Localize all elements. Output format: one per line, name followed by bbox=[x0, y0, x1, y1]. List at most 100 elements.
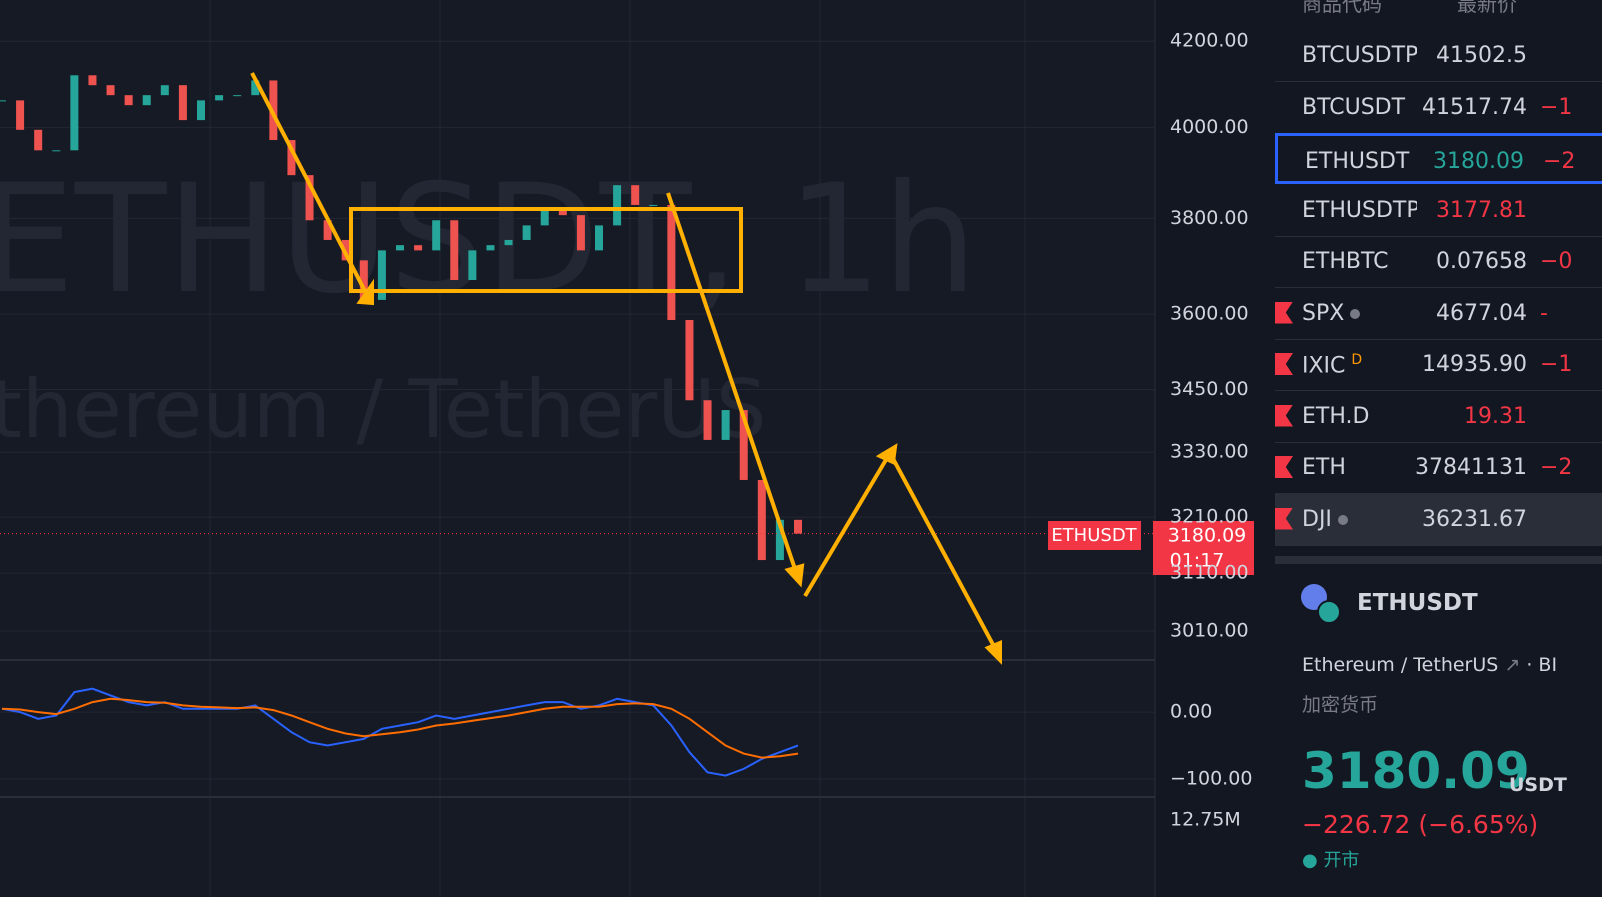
last-price: 3180.09 bbox=[1433, 149, 1524, 174]
candle bbox=[88, 75, 97, 86]
candle bbox=[377, 250, 386, 300]
last-price: 41517.74 bbox=[1422, 94, 1527, 120]
watchlist-row[interactable]: ETHBTC 0.07658 −0 bbox=[1275, 236, 1602, 288]
symbol: BTCUSDT bbox=[1302, 94, 1406, 120]
y-tick-label: 3450.00 bbox=[1170, 378, 1249, 400]
y-tick-label: 4000.00 bbox=[1170, 116, 1249, 138]
symbol: BTCUSDTPI bbox=[1302, 43, 1417, 68]
annotations bbox=[250, 72, 1002, 665]
chart: ETHUSDT, 1h Ethereum / TetherUS 12.75M E… bbox=[0, 0, 1254, 897]
candle bbox=[595, 225, 603, 251]
y-tick-label: 3210.00 bbox=[1170, 506, 1249, 528]
candle bbox=[613, 185, 622, 226]
status-text: 开市 bbox=[1323, 850, 1360, 871]
watchlist-row[interactable]: DJI 36231.67 bbox=[1275, 493, 1602, 546]
watchlist-row[interactable]: ETHUSDT 3180.09 −2 bbox=[1275, 133, 1602, 184]
candle bbox=[16, 100, 25, 130]
detail-description: Ethereum / TetherUS ↗ · BI bbox=[1302, 654, 1558, 676]
change: −2 bbox=[1543, 149, 1576, 174]
symbol-label: ETHUSDT bbox=[1051, 525, 1137, 546]
watchlist-row[interactable]: BTCUSDT 41517.74 −1 bbox=[1275, 82, 1602, 134]
candle bbox=[359, 260, 368, 300]
symbol: ETH.D bbox=[1302, 403, 1370, 429]
watchlist-row[interactable]: BTCUSDTPI 41502.5 bbox=[1275, 30, 1602, 82]
last-price: 37841131 bbox=[1415, 455, 1527, 480]
candle bbox=[649, 204, 658, 206]
watchlist-row[interactable]: IXIC D 14935.90 −1 bbox=[1275, 339, 1602, 391]
last-price: 19.31 bbox=[1464, 403, 1527, 429]
header-symbol: 商品代码 bbox=[1302, 0, 1382, 16]
symbol: DJI bbox=[1302, 507, 1417, 532]
candle bbox=[178, 85, 187, 121]
status: ● 开市 bbox=[1302, 850, 1360, 871]
detail-symbol: ETHUSDT bbox=[1357, 590, 1478, 616]
symbol: ETH bbox=[1302, 455, 1346, 480]
y-tick-label: 3010.00 bbox=[1170, 619, 1249, 641]
candle bbox=[685, 320, 694, 401]
exchange-icon bbox=[1317, 600, 1341, 624]
price-tag bbox=[1153, 521, 1254, 575]
candle bbox=[522, 225, 531, 240]
candle bbox=[468, 250, 477, 281]
candle bbox=[414, 245, 423, 251]
watchlist-row[interactable]: ETHUSDTP 3177.81 bbox=[1275, 185, 1602, 237]
candle bbox=[287, 140, 296, 176]
y-tick-label: 3600.00 bbox=[1170, 303, 1249, 325]
y-tick-label: 3110.00 bbox=[1170, 562, 1249, 584]
watermark-subtitle: Ethereum / TetherUS bbox=[0, 363, 767, 456]
last-price: 41502.5 bbox=[1436, 43, 1527, 68]
candle bbox=[124, 95, 133, 106]
change: - bbox=[1540, 300, 1548, 326]
macd-line bbox=[1, 687, 799, 777]
candle bbox=[160, 85, 169, 96]
symbol: ETHUSDTP bbox=[1302, 197, 1417, 223]
macd-line bbox=[1, 697, 799, 759]
y-tick-label: 4200.00 bbox=[1170, 30, 1249, 52]
watchlist-row[interactable]: ETH.D 19.31 bbox=[1275, 391, 1602, 443]
candle bbox=[396, 245, 404, 251]
flag bbox=[1275, 301, 1293, 324]
symbol: ETHBTC bbox=[1302, 249, 1389, 274]
y-tick-label: −100.00 bbox=[1170, 767, 1252, 789]
watchlist-row[interactable]: SPX 4677.04- bbox=[1275, 288, 1602, 340]
vertical-grid bbox=[209, 0, 1026, 897]
candle bbox=[504, 239, 513, 246]
y-tick-label: 0.00 bbox=[1170, 701, 1212, 723]
symbol: IXIC D bbox=[1302, 352, 1363, 379]
flag bbox=[1275, 507, 1293, 530]
y-tick-label: 3800.00 bbox=[1170, 207, 1249, 229]
candle bbox=[775, 519, 784, 561]
last-price: 4677.04 bbox=[1436, 300, 1527, 326]
last-price: 3180.09 bbox=[1168, 525, 1247, 547]
last-price: 0.07658 bbox=[1436, 249, 1527, 274]
symbol: ETHUSDT bbox=[1305, 149, 1410, 174]
candle bbox=[757, 479, 766, 561]
candle bbox=[52, 150, 61, 152]
change: −1 bbox=[1540, 94, 1573, 120]
flag bbox=[1275, 353, 1293, 375]
flag bbox=[1275, 404, 1293, 427]
dot bbox=[1350, 308, 1361, 319]
marks bbox=[0, 40, 1155, 780]
candle bbox=[450, 220, 459, 281]
change: −0 bbox=[1540, 249, 1573, 274]
detail: ETHUSDT Ethereum / TetherUS ↗ · BI 加密货币 … bbox=[1275, 556, 1602, 897]
candle bbox=[323, 220, 332, 240]
right-panel: 商品代码 最新价 BTCUSDTPI 41502.5 BTCUSDT 41517.74… bbox=[1272, 0, 1602, 897]
dot bbox=[1337, 514, 1348, 525]
candle bbox=[486, 245, 495, 251]
flag bbox=[1275, 456, 1293, 478]
currency: USDT bbox=[1509, 774, 1567, 796]
change: −2 bbox=[1540, 455, 1573, 480]
detail-price: 3180.09 bbox=[1302, 742, 1530, 800]
candle bbox=[215, 95, 224, 101]
candle bbox=[667, 204, 676, 321]
candle bbox=[703, 400, 712, 440]
candle bbox=[142, 95, 151, 106]
candle bbox=[576, 215, 585, 251]
candle bbox=[233, 95, 242, 97]
candle bbox=[197, 100, 205, 121]
candle bbox=[106, 85, 115, 96]
watchlist-row[interactable]: ETH 37841131 −2 bbox=[1275, 442, 1602, 494]
